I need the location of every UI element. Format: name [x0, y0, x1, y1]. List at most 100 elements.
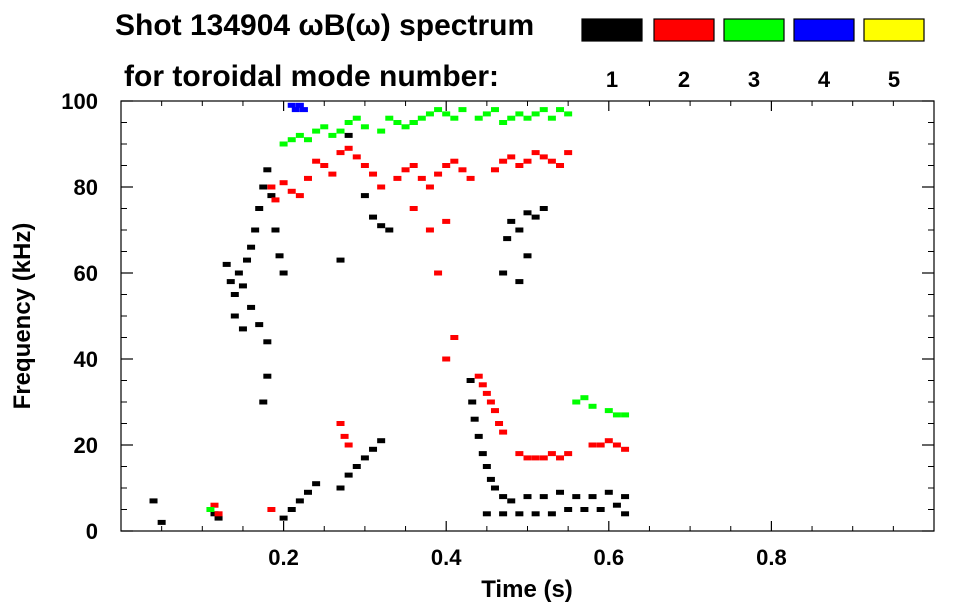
mode-1-point	[222, 261, 231, 267]
mode-3-point	[206, 507, 215, 512]
mode-1-point	[369, 214, 378, 220]
mode-1-point	[238, 283, 247, 289]
mode-2-point	[486, 399, 495, 405]
mode-1-point	[230, 292, 239, 297]
mode-3-point	[295, 132, 304, 138]
mode-1-point	[539, 494, 548, 500]
axes: 0.2 0.4 0.6 0.8 0 20 40 60 80 100	[61, 89, 934, 570]
mode-2-point	[547, 158, 556, 164]
mode-2-point	[556, 455, 565, 461]
mode-2-point	[425, 227, 434, 233]
mode-2-point	[295, 193, 304, 199]
mode-1-point	[596, 507, 605, 512]
mode-2-point	[344, 442, 353, 448]
mode-2-point	[531, 455, 540, 461]
mode-1-point	[251, 227, 260, 233]
mode-3-point	[352, 115, 361, 121]
mode-1-point	[312, 481, 321, 487]
mode-3-point	[612, 412, 621, 418]
mode-2-point	[279, 180, 288, 186]
mode-3-point	[320, 124, 329, 130]
mode-2-point	[442, 163, 451, 168]
mode-1-point	[369, 446, 378, 452]
y-tick-label: 100	[61, 89, 98, 114]
x-tick-label: 0.8	[756, 545, 787, 570]
mode-1-point	[336, 485, 345, 491]
mode-1-point	[523, 253, 532, 259]
mode-2-point	[499, 158, 508, 164]
mode-3-point	[385, 115, 394, 121]
mode-2-point	[336, 421, 345, 426]
mode-1-point	[259, 184, 268, 190]
mode-3-point	[564, 111, 573, 117]
mode-1-point	[255, 206, 264, 211]
mode-1-point	[247, 244, 256, 250]
mode-3-point	[539, 107, 548, 113]
legend-label-3: 3	[748, 67, 760, 92]
legend-swatch-4	[793, 18, 855, 42]
mode-1-point	[259, 399, 268, 405]
mode-2-point	[621, 446, 630, 452]
mode-1-point	[226, 279, 235, 285]
mode-2-point	[450, 158, 459, 164]
mode-3-point	[279, 141, 288, 147]
mode-2-point	[604, 438, 613, 444]
legend-label-5: 5	[888, 67, 900, 92]
mode-1-point	[482, 464, 491, 469]
plot-frame	[120, 100, 935, 532]
legend-swatch-2	[653, 18, 715, 42]
mode-2-point	[312, 158, 321, 164]
mode-1-point	[604, 489, 613, 495]
mode-2-point	[495, 421, 504, 426]
mode-1-point	[385, 227, 394, 233]
mode-3-point	[360, 124, 369, 130]
mode-3-point	[507, 115, 516, 121]
mode-2-point	[442, 218, 451, 224]
mode-2-point	[474, 373, 483, 379]
mode-2-point	[417, 175, 426, 181]
x-tick-label: 0.2	[268, 545, 299, 570]
mode-1-point	[234, 270, 243, 276]
mode-2-point	[409, 163, 418, 168]
mode-1-point	[503, 236, 512, 242]
mode-2-point	[515, 451, 524, 457]
mode-3-point	[442, 111, 451, 117]
mode-1-point	[279, 270, 288, 276]
mode-2-point	[523, 455, 532, 461]
mode-2-point	[588, 442, 597, 448]
mode-2-point	[564, 150, 573, 156]
mode-1-point	[507, 218, 516, 224]
mode-1-point	[580, 507, 589, 512]
mode-2-point	[564, 451, 573, 457]
mode-2-point	[434, 270, 443, 276]
mode-2-point	[515, 163, 524, 168]
mode-4-point	[299, 107, 308, 113]
mode-1-point	[336, 257, 345, 263]
y-tick-label: 20	[74, 433, 98, 458]
mode-2-point	[344, 145, 353, 151]
mode-2-point	[401, 167, 410, 173]
mode-1-point	[531, 214, 540, 220]
mode-2-point	[369, 171, 378, 177]
mode-3-point	[523, 115, 532, 121]
mode-1-point	[303, 489, 312, 495]
mode-2-point	[267, 507, 276, 512]
mode-3-point	[344, 120, 353, 125]
mode-1-point	[344, 472, 353, 478]
mode-3-point	[482, 111, 491, 117]
mode-3-point	[450, 115, 459, 121]
mode-2-point	[340, 433, 349, 439]
mode-2-point	[458, 167, 467, 173]
mode-1-point	[263, 167, 272, 173]
mode-2-point	[442, 356, 451, 362]
mode-1-point	[515, 227, 524, 233]
mode-1-point	[352, 464, 361, 469]
mode-1-point	[210, 511, 219, 517]
mode-1-point	[490, 485, 499, 491]
y-tick-label: 0	[86, 519, 98, 544]
x-tick-label: 0.6	[594, 545, 625, 570]
mode-3-point	[588, 403, 597, 409]
mode-3-point	[604, 408, 613, 414]
mode-3-point	[547, 115, 556, 121]
mode-4-point	[291, 107, 300, 113]
